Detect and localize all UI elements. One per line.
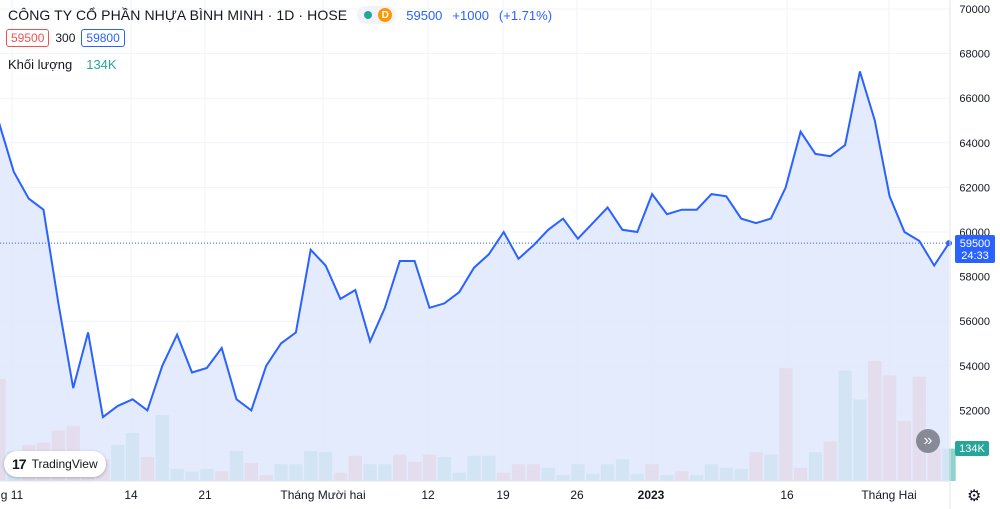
price-tag: 59500 24:33 bbox=[955, 235, 995, 263]
tradingview-logo-text: TradingView bbox=[31, 457, 98, 471]
symbol-title[interactable]: CÔNG TY CỔ PHẦN NHỰA BÌNH MINH · 1D · HO… bbox=[8, 7, 348, 23]
x-tick-label: 12 bbox=[421, 488, 435, 502]
price-change-percent: (+1.71%) bbox=[498, 7, 553, 23]
y-tick-label: 66000 bbox=[959, 93, 990, 105]
market-status[interactable]: D bbox=[357, 6, 397, 24]
chart-legend-header: CÔNG TY CỔ PHẦN NHỰA BÌNH MINH · 1D · HO… bbox=[8, 6, 552, 24]
y-tick-label: 52000 bbox=[959, 405, 990, 417]
tradingview-logo[interactable]: 17 TradingView bbox=[4, 451, 106, 477]
price-tag-box bbox=[955, 235, 995, 263]
y-tick-label: 54000 bbox=[959, 361, 990, 373]
tradingview-mark-icon: 17 bbox=[12, 456, 27, 472]
volume-value: 134K bbox=[86, 57, 117, 72]
settings-gear-icon[interactable]: ⚙ bbox=[967, 488, 982, 505]
price-tag-value: 59500 bbox=[960, 238, 991, 250]
x-tick-label: 21 bbox=[198, 488, 212, 502]
volume-tag-value: 134K bbox=[959, 443, 985, 455]
y-tick-label: 62000 bbox=[959, 182, 990, 194]
y-tick-label: 68000 bbox=[959, 49, 990, 61]
time-axis[interactable]: g 11 14 21 Tháng Mười hai 12 19 26 2023 16 Tháng … bbox=[1, 488, 917, 502]
last-price-dot bbox=[946, 240, 952, 247]
delayed-badge-icon: D bbox=[378, 8, 393, 22]
x-tick-label: 14 bbox=[124, 488, 138, 502]
x-tick-label: Tháng Mười hai bbox=[280, 488, 365, 502]
x-tick-label: g 11 bbox=[1, 488, 24, 502]
scroll-to-realtime-button[interactable]: » bbox=[916, 429, 940, 453]
y-tick-label: 64000 bbox=[959, 138, 990, 150]
price-tag-countdown: 24:33 bbox=[961, 250, 989, 262]
price-line bbox=[0, 71, 950, 419]
x-tick-label: 19 bbox=[496, 488, 510, 502]
price-area bbox=[0, 71, 949, 481]
x-tick-label: 26 bbox=[570, 488, 584, 502]
volume-tag-box bbox=[955, 441, 989, 456]
price-axis[interactable]: 5200054000560005800060000620006400066000… bbox=[959, 4, 990, 417]
sell-price-button[interactable]: 59500 bbox=[6, 29, 50, 47]
y-tick-label: 58000 bbox=[959, 272, 990, 284]
volume-label: Khối lượng bbox=[8, 57, 73, 72]
last-price: 59500 bbox=[406, 7, 443, 23]
x-tick-label: Tháng Hai bbox=[861, 488, 916, 502]
x-tick-label: 2023 bbox=[638, 488, 665, 502]
y-tick-label: 70000 bbox=[959, 4, 990, 16]
volume-legend[interactable]: Khối lượng 134K bbox=[8, 57, 117, 72]
volume-tag: 134K bbox=[955, 441, 989, 456]
x-tick-label: 16 bbox=[780, 488, 794, 502]
bid-ask-row: 59500 300 59800 bbox=[6, 29, 125, 47]
double-chevron-right-icon: » bbox=[923, 432, 933, 449]
buy-price-button[interactable]: 59800 bbox=[81, 29, 125, 47]
price-change: +1000 bbox=[452, 7, 489, 23]
market-open-dot-icon bbox=[364, 11, 373, 19]
spread-value: 300 bbox=[55, 31, 76, 45]
y-tick-label: 56000 bbox=[959, 316, 990, 328]
